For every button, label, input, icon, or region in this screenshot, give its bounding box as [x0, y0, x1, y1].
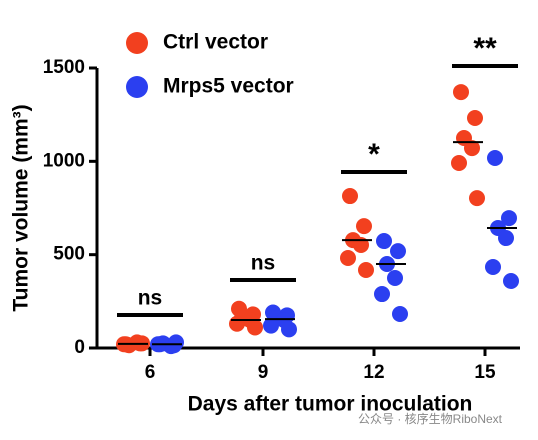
- dot: [503, 272, 519, 289]
- dot: [501, 210, 517, 227]
- significance-label: ns: [138, 287, 163, 310]
- dot: [453, 84, 469, 101]
- dot: [467, 110, 483, 127]
- y-tick-label: 1000: [43, 150, 85, 171]
- dot: [342, 188, 358, 205]
- dot: [358, 261, 374, 278]
- significance-label: **: [473, 32, 497, 65]
- legend-label: Mrps5 vector: [163, 75, 294, 98]
- x-tick-label: 9: [258, 362, 269, 383]
- x-axis-label: Days after tumor inoculation: [188, 393, 473, 416]
- y-axis-label: Tumor volume (mm³): [10, 104, 33, 311]
- x-tick-label: 12: [363, 362, 384, 383]
- dot: [229, 315, 245, 332]
- dot: [451, 155, 467, 172]
- dot: [498, 230, 514, 247]
- x-tick-label: 6: [145, 362, 156, 383]
- dot: [469, 190, 485, 207]
- dot: [392, 306, 408, 323]
- dot: [263, 317, 279, 334]
- watermark: 公众号 · 核序生物RiboNext: [358, 411, 503, 426]
- dot: [464, 140, 480, 157]
- dot: [485, 258, 501, 275]
- dot: [168, 334, 184, 351]
- y-tick-label: 1500: [43, 57, 85, 78]
- dot: [356, 218, 372, 235]
- dot: [281, 321, 297, 338]
- significance-label: ns: [251, 252, 276, 275]
- y-tick-label: 0: [74, 337, 85, 358]
- dot: [487, 149, 503, 166]
- dot: [247, 319, 263, 336]
- dot: [340, 250, 356, 267]
- dot: [374, 286, 390, 303]
- dot: [390, 243, 406, 260]
- y-tick-label: 500: [53, 244, 85, 265]
- x-tick-label: 15: [474, 362, 496, 383]
- legend-label: Ctrl vector: [163, 31, 268, 54]
- dot: [376, 233, 392, 250]
- legend-marker: [126, 76, 148, 98]
- legend-marker: [126, 32, 148, 54]
- dot: [387, 270, 403, 286]
- significance-label: *: [368, 138, 380, 171]
